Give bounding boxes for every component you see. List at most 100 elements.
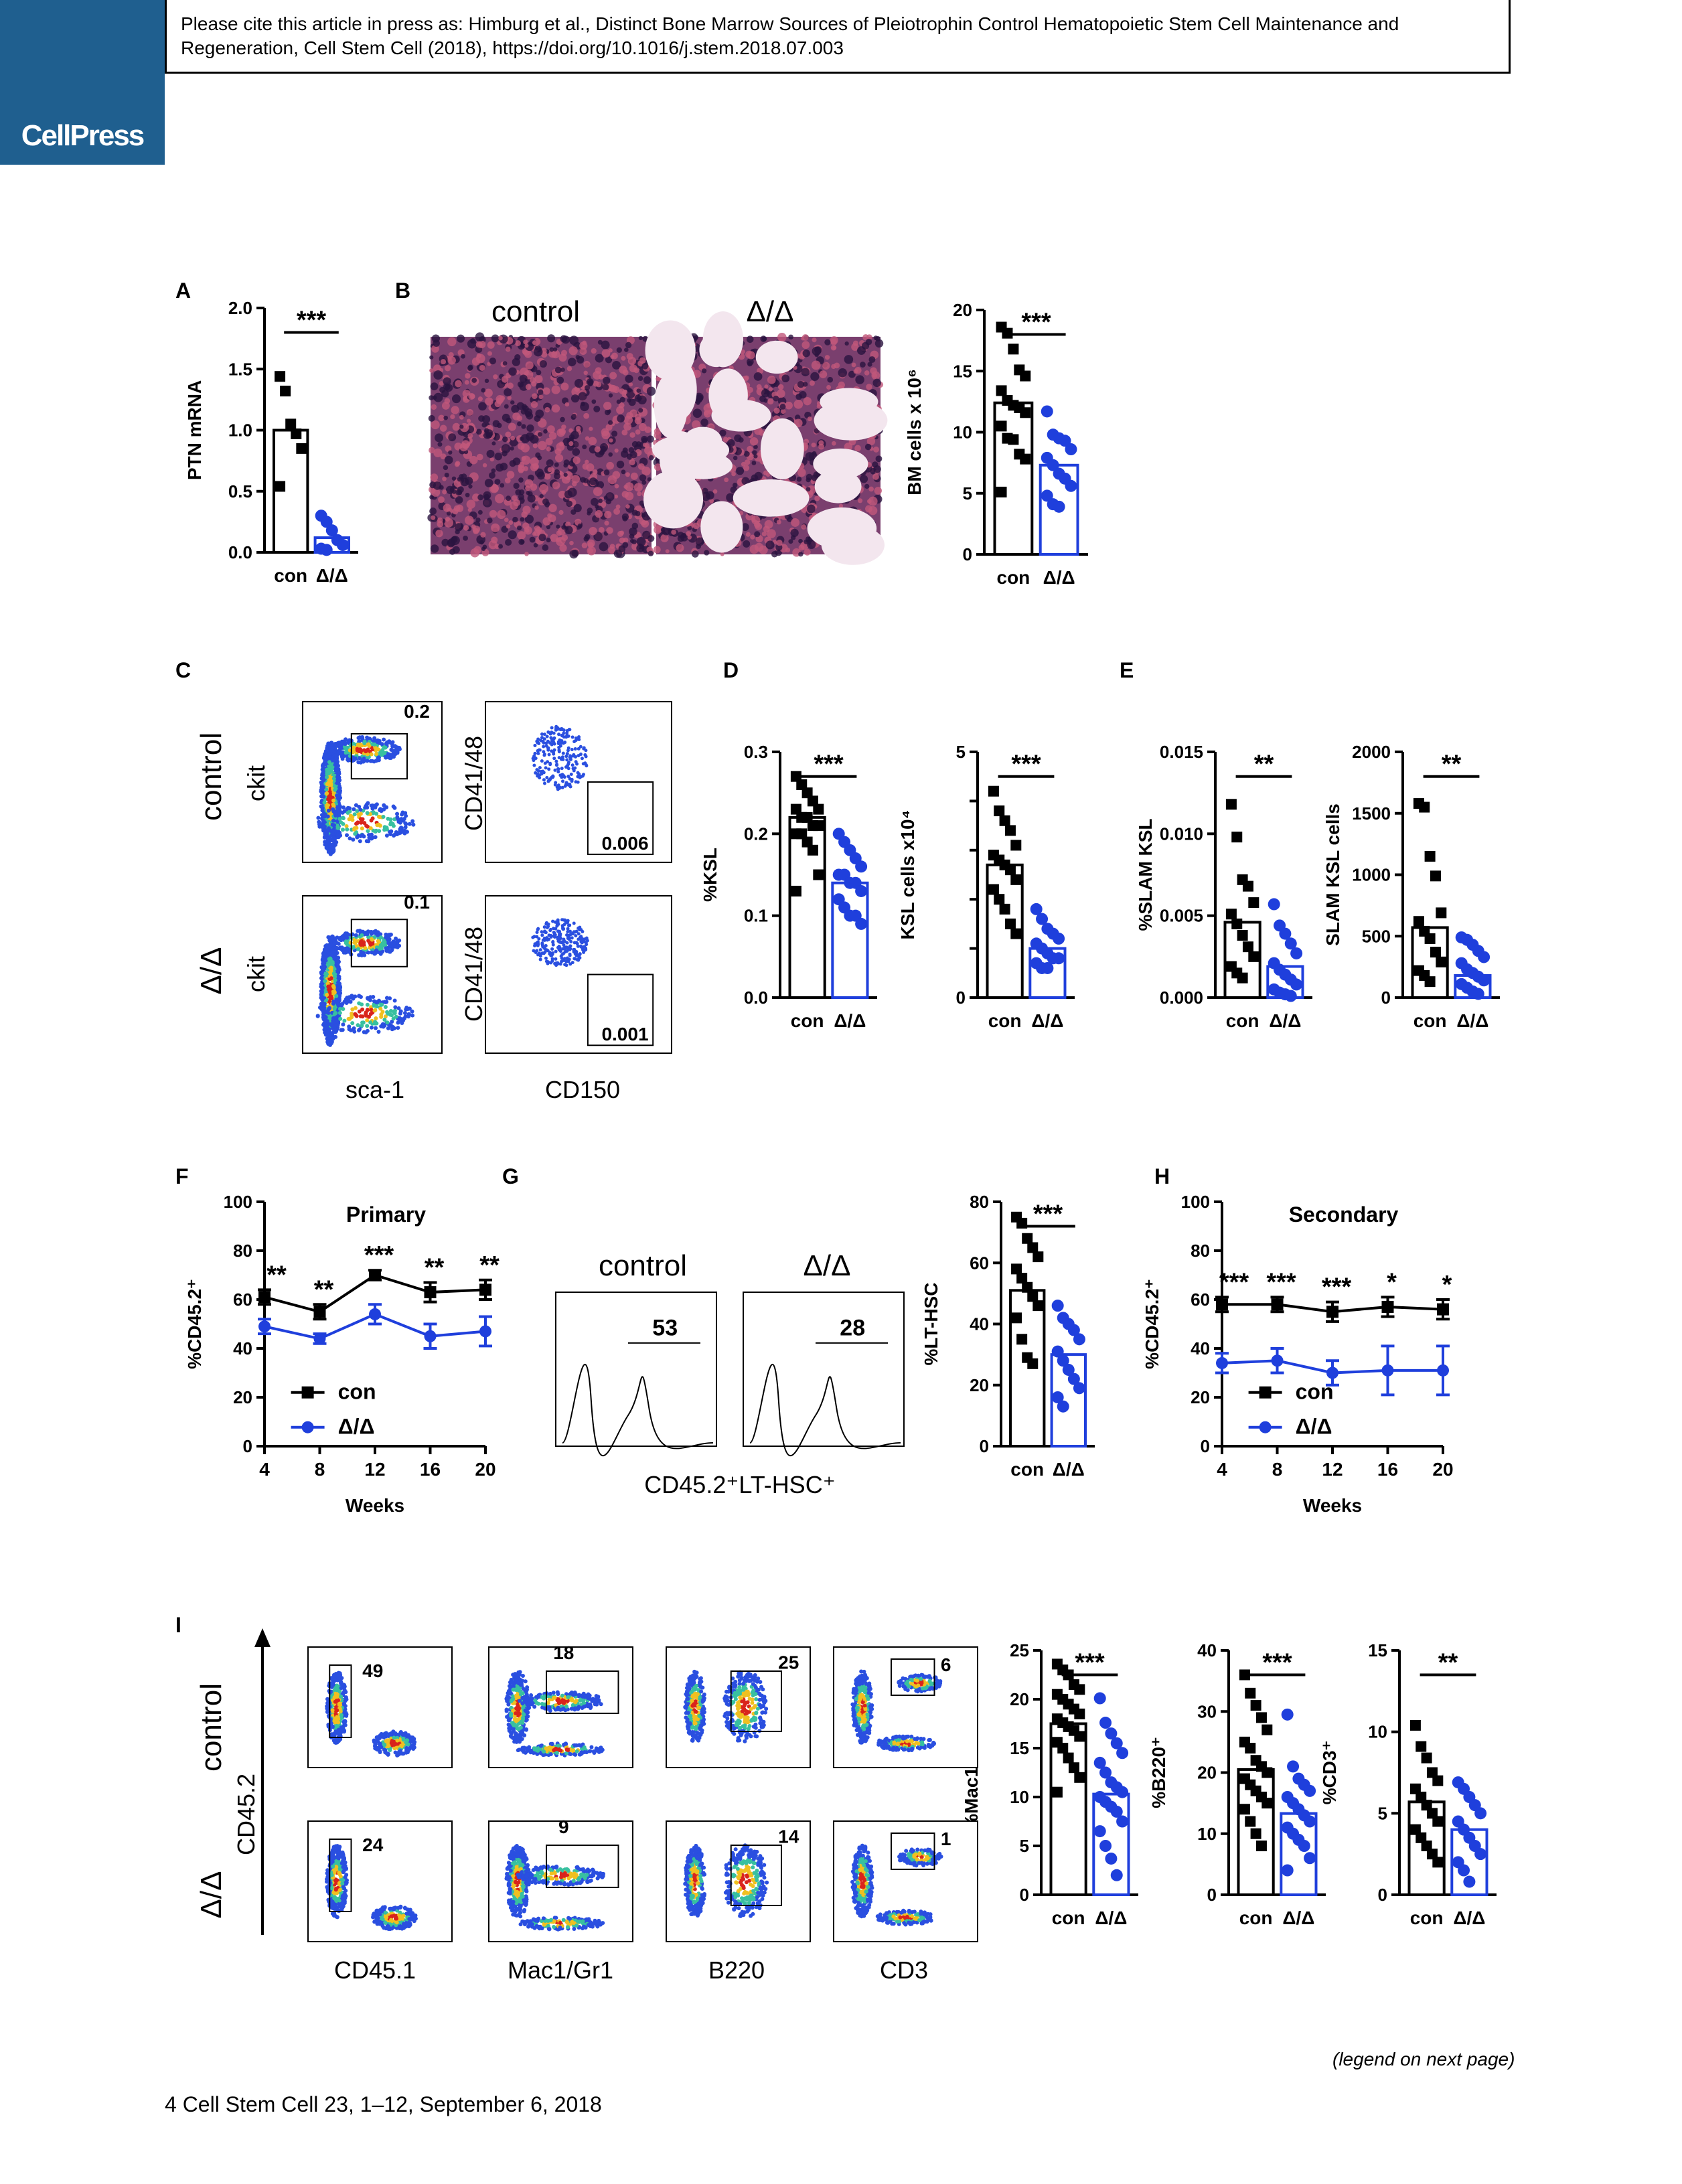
cell-nucleus bbox=[466, 442, 471, 447]
cell-nucleus bbox=[801, 334, 809, 341]
event-dot bbox=[325, 1025, 329, 1030]
event-dot bbox=[570, 735, 575, 739]
cell-nucleus bbox=[601, 349, 611, 358]
cell-nucleus bbox=[506, 471, 515, 479]
cell-nucleus bbox=[768, 387, 773, 392]
point-ko bbox=[1067, 1373, 1080, 1385]
cell-nucleus bbox=[470, 338, 476, 344]
cell-nucleus bbox=[493, 374, 498, 380]
cell-nucleus bbox=[759, 545, 768, 554]
cell-nucleus bbox=[802, 382, 808, 387]
cell-nucleus bbox=[601, 340, 610, 349]
cell-nucleus bbox=[749, 437, 759, 446]
cell-nucleus bbox=[556, 537, 560, 542]
event-dot bbox=[319, 970, 323, 975]
point-con bbox=[999, 815, 1010, 826]
point-ko bbox=[1093, 1692, 1106, 1705]
cell-nucleus bbox=[720, 552, 724, 556]
cell-nucleus bbox=[809, 380, 815, 386]
x-tick-label: 4 bbox=[259, 1459, 270, 1480]
point-ko bbox=[369, 1308, 381, 1320]
cell-nucleus bbox=[501, 376, 509, 383]
cell-nucleus bbox=[440, 453, 447, 460]
cell-nucleus bbox=[433, 339, 440, 347]
cell-nucleus bbox=[621, 491, 629, 498]
event-dot bbox=[542, 781, 546, 785]
sig-label: *** bbox=[1219, 1268, 1249, 1296]
adipocyte bbox=[813, 448, 868, 479]
cell-nucleus bbox=[712, 489, 718, 494]
event-dot bbox=[384, 826, 389, 830]
event-dot bbox=[370, 937, 374, 941]
cell-nucleus bbox=[583, 412, 589, 419]
cell-nucleus bbox=[516, 402, 525, 410]
cell-nucleus bbox=[614, 483, 619, 489]
cell-nucleus bbox=[875, 455, 883, 463]
category-label-con: con bbox=[997, 567, 1030, 588]
y-tick-label: 40 bbox=[233, 1338, 252, 1358]
cell-nucleus bbox=[468, 393, 475, 400]
cell-nucleus bbox=[439, 424, 447, 432]
point-con bbox=[1432, 1775, 1444, 1786]
cell-nucleus bbox=[775, 544, 783, 551]
cell-nucleus bbox=[578, 392, 587, 401]
cell-nucleus bbox=[518, 443, 525, 450]
point-con bbox=[1020, 370, 1031, 382]
cell-nucleus bbox=[641, 520, 649, 528]
event-dot bbox=[374, 747, 378, 751]
cell-nucleus bbox=[868, 356, 876, 364]
cell-nucleus bbox=[641, 513, 646, 518]
cell-nucleus bbox=[517, 381, 524, 388]
event-dot bbox=[570, 777, 574, 781]
sig-label: ** bbox=[266, 1261, 287, 1289]
cell-nucleus bbox=[481, 415, 491, 424]
cell-nucleus bbox=[621, 356, 626, 361]
cell-nucleus bbox=[642, 530, 651, 540]
cell-nucleus bbox=[571, 414, 577, 419]
cell-nucleus bbox=[581, 542, 588, 548]
cell-nucleus bbox=[463, 525, 469, 531]
point-con bbox=[1245, 1816, 1256, 1827]
cell-nucleus bbox=[745, 532, 751, 537]
event-dot bbox=[392, 832, 397, 837]
cell-nucleus bbox=[475, 332, 485, 342]
point-ko bbox=[1057, 1400, 1069, 1413]
cell-nucleus bbox=[488, 472, 495, 479]
cell-nucleus bbox=[751, 461, 757, 465]
event-dot bbox=[357, 812, 362, 817]
point-ko bbox=[1105, 1727, 1118, 1740]
event-dot bbox=[374, 1016, 378, 1021]
cell-nucleus bbox=[455, 380, 462, 388]
cell-nucleus bbox=[791, 518, 800, 527]
y-tick-label: 0 bbox=[1378, 1885, 1387, 1905]
event-dot bbox=[344, 940, 349, 945]
cell-nucleus bbox=[811, 443, 816, 448]
bar-ko bbox=[1092, 1792, 1130, 1897]
cell-nucleus bbox=[467, 366, 473, 372]
cell-nucleus bbox=[615, 504, 621, 510]
cell-nucleus bbox=[704, 550, 710, 556]
cell-nucleus bbox=[568, 441, 574, 447]
cell-nucleus bbox=[638, 408, 643, 413]
point-ko bbox=[1051, 1391, 1064, 1403]
cell-nucleus bbox=[467, 433, 473, 439]
point-con bbox=[1421, 1800, 1432, 1811]
event-dot bbox=[383, 745, 388, 750]
cell-nucleus bbox=[443, 465, 449, 471]
cell-nucleus bbox=[491, 523, 500, 532]
event-dot bbox=[376, 939, 380, 943]
event-dot bbox=[337, 805, 342, 810]
cell-nucleus bbox=[561, 534, 568, 541]
cell-nucleus bbox=[475, 428, 482, 435]
citation-line-1: Please cite this article in press as: Hi… bbox=[181, 13, 1399, 34]
cell-nucleus bbox=[441, 390, 449, 398]
point-con bbox=[1426, 1849, 1438, 1860]
cell-nucleus bbox=[481, 422, 487, 428]
point-con bbox=[1262, 1798, 1273, 1809]
cell-nucleus bbox=[433, 448, 443, 457]
point-con bbox=[801, 787, 813, 799]
cell-nucleus bbox=[701, 368, 707, 374]
event-dot bbox=[545, 776, 549, 780]
adipocyte bbox=[814, 469, 862, 503]
point-ko bbox=[1110, 1869, 1123, 1881]
